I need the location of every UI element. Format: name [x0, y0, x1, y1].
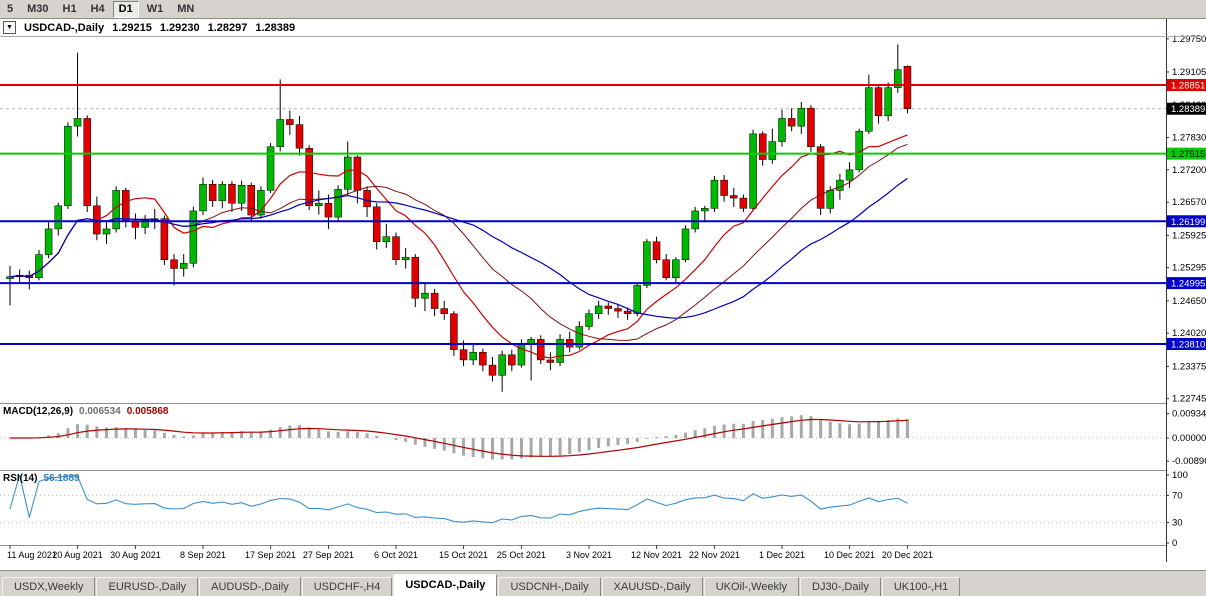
rsi-line — [9, 474, 908, 524]
open-value: 1.29215 — [112, 21, 152, 34]
svg-text:1.22745: 1.22745 — [1172, 394, 1206, 405]
svg-text:20 Aug 2021: 20 Aug 2021 — [52, 550, 103, 560]
level-price-chip-value: 1.23810 — [1171, 340, 1205, 351]
timeframe-mn[interactable]: MN — [177, 2, 195, 15]
close-value: 1.28389 — [255, 21, 296, 34]
bid-price-label — [1167, 102, 1206, 115]
macd-signal-line — [10, 418, 908, 457]
price-axis[interactable]: 1.297501.291051.284601.278301.272001.265… — [1166, 34, 1206, 549]
macd-indicator-label: MACD(12,26,9) — [3, 406, 74, 417]
svg-text:27 Sep 2021: 27 Sep 2021 — [303, 550, 354, 560]
rsi-indicator-label: RSI(14) — [3, 473, 38, 484]
timeframe-w1[interactable]: W1 — [146, 2, 164, 15]
svg-text:0: 0 — [1172, 538, 1177, 549]
svg-text:70: 70 — [1172, 490, 1183, 501]
chart-dropdown-button[interactable]: ▼ — [3, 21, 16, 34]
ma-mid-line — [9, 143, 908, 341]
tab-audusd-daily[interactable]: AUDUSD-,Daily — [199, 577, 301, 596]
timeframe-5[interactable]: 5 — [7, 2, 14, 15]
tab-dj30-daily[interactable]: DJ30-,Daily — [800, 577, 881, 596]
svg-text:25 Oct 2021: 25 Oct 2021 — [497, 550, 546, 560]
svg-text:20 Dec 2021: 20 Dec 2021 — [882, 550, 933, 560]
level-price-chip-value: 1.26199 — [1171, 217, 1205, 228]
svg-text:11 Aug 2021: 11 Aug 2021 — [7, 550, 57, 560]
svg-text:8 Sep 2021: 8 Sep 2021 — [180, 550, 226, 560]
timeframe-m30[interactable]: M30 — [27, 2, 49, 15]
timeframe-d1[interactable]: D1 — [112, 0, 139, 18]
bid-price-value: 1.28389 — [1171, 104, 1205, 115]
svg-text:30 Aug 2021: 30 Aug 2021 — [110, 550, 161, 560]
svg-text:1.27830: 1.27830 — [1172, 132, 1206, 143]
svg-text:6 Oct 2021: 6 Oct 2021 — [374, 550, 418, 560]
tab-uk100-h1[interactable]: UK100-,H1 — [881, 577, 961, 596]
svg-text:17 Sep 2021: 17 Sep 2021 — [245, 550, 296, 560]
tab-usdcnh-daily[interactable]: USDCNH-,Daily — [498, 577, 601, 596]
chart-header: ▼ USDCAD-,Daily 1.29215 1.29230 1.28297 … — [0, 19, 1206, 37]
level-price-chip-value: 1.28851 — [1171, 81, 1205, 92]
macd-indicator-header: MACD(12,26,9) 0.006534 0.005868 — [3, 406, 168, 417]
chart-window: 11 Aug 2021 20 Aug 2021 30 Aug 2021 8 Sep 2… — [0, 19, 1206, 562]
level-price-chip-value: 1.24995 — [1171, 279, 1205, 290]
svg-text:1.29750: 1.29750 — [1172, 34, 1206, 45]
tab-eurusd-daily[interactable]: EURUSD-,Daily — [96, 577, 199, 596]
svg-text:1.29105: 1.29105 — [1172, 67, 1206, 78]
macd-signal-value: 0.005868 — [126, 406, 169, 417]
svg-text:22 Nov 2021: 22 Nov 2021 — [689, 550, 740, 560]
macd-main-value: 0.006534 — [79, 406, 121, 417]
level-price-chip — [1167, 79, 1206, 91]
timeframe-toolbar: 5 M30 H1 H4 D1 W1 MN — [0, 0, 1206, 19]
candlestick-series — [6, 44, 912, 392]
macd-histogram — [18, 415, 909, 460]
level-price-chip-value: 1.27515 — [1171, 149, 1205, 160]
level-price-chip — [1167, 147, 1206, 160]
svg-text:0.00000: 0.00000 — [1172, 433, 1206, 444]
level-price-chip — [1167, 215, 1206, 228]
tab-usdchf-h4[interactable]: USDCHF-,H4 — [301, 577, 393, 596]
low-value: 1.28297 — [207, 21, 248, 34]
svg-text:1.24650: 1.24650 — [1172, 296, 1206, 307]
svg-text:15 Oct 2021: 15 Oct 2021 — [439, 550, 488, 560]
level-price-chip — [1167, 277, 1206, 290]
rsi-indicator-header: RSI(14) 56.1889 — [3, 473, 80, 484]
svg-text:1.26570: 1.26570 — [1172, 197, 1206, 208]
svg-text:0.00934: 0.00934 — [1172, 409, 1206, 420]
svg-text:1.27200: 1.27200 — [1172, 165, 1206, 176]
symbol-period-label: USDCAD-,Daily — [24, 21, 105, 34]
chart-tab-bar: USDX,Weekly EURUSD-,Daily AUDUSD-,Daily USD… — [0, 570, 1206, 596]
svg-text:30: 30 — [1172, 518, 1183, 529]
svg-text:1.25295: 1.25295 — [1172, 263, 1206, 274]
svg-text:1 Dec 2021: 1 Dec 2021 — [759, 550, 805, 560]
high-value: 1.29230 — [159, 21, 200, 34]
svg-text:1.24020: 1.24020 — [1172, 328, 1206, 339]
svg-text:10 Dec 2021: 10 Dec 2021 — [824, 550, 875, 560]
chevron-down-icon: ▼ — [6, 24, 13, 31]
ma-fast-line — [9, 134, 908, 359]
ma-slow-line — [9, 177, 908, 319]
svg-text:1.23375: 1.23375 — [1172, 361, 1206, 372]
timeframe-h1[interactable]: H1 — [62, 2, 77, 15]
svg-text:-0.00890: -0.00890 — [1172, 456, 1206, 467]
svg-text:1.25925: 1.25925 — [1172, 230, 1206, 241]
level-price-chip — [1167, 338, 1206, 351]
tab-ukoil-weekly[interactable]: UKOil-,Weekly — [703, 577, 799, 596]
rsi-value: 56.1889 — [43, 473, 80, 484]
tab-usdcad-daily[interactable]: USDCAD-,Daily — [393, 574, 498, 596]
svg-text:3 Nov 2021: 3 Nov 2021 — [566, 550, 612, 560]
svg-text:100: 100 — [1172, 470, 1188, 481]
timeframe-h4[interactable]: H4 — [90, 2, 105, 15]
tab-xauusd-daily[interactable]: XAUUSD-,Daily — [601, 577, 703, 596]
tab-usdx-weekly[interactable]: USDX,Weekly — [2, 577, 96, 596]
svg-text:12 Nov 2021: 12 Nov 2021 — [631, 550, 682, 560]
